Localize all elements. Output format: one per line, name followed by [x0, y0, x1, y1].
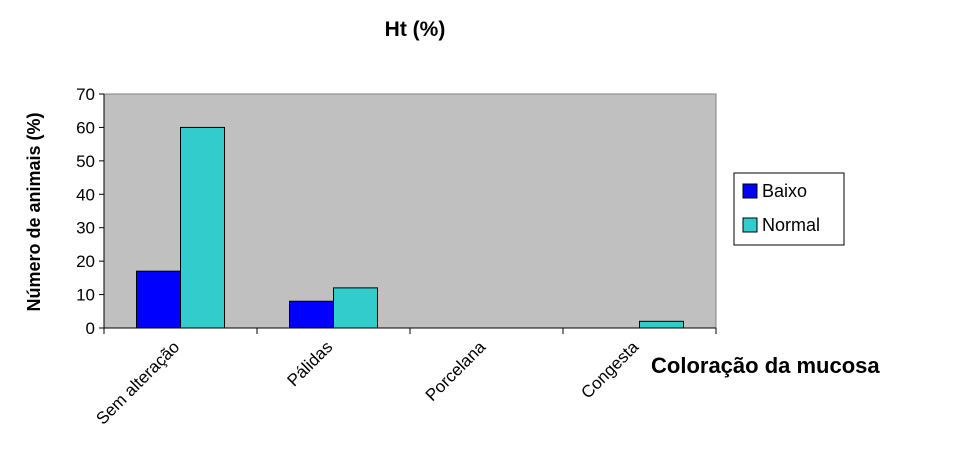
y-tick-label: 30 — [76, 219, 95, 238]
bar-normal-3 — [639, 320, 684, 329]
y-tick-label: 0 — [86, 319, 95, 338]
x-tick-label: Sem alteração — [92, 337, 183, 428]
y-axis: 0 10 20 30 40 50 60 70 — [76, 85, 105, 338]
x-tick-label: Congesta — [577, 337, 642, 402]
x-axis: Sem alteração Pálidas Porcelana Congesta — [92, 327, 717, 428]
y-tick-label: 70 — [76, 85, 95, 104]
x-tick-label: Porcelana — [422, 337, 490, 405]
chart-title: Ht (%) — [385, 18, 446, 41]
y-tick-label: 60 — [76, 118, 95, 137]
bar-baixo-0 — [136, 270, 181, 329]
legend: Baixo Normal — [733, 172, 845, 246]
bar-normal-0 — [180, 126, 225, 329]
x-axis-label: Coloração da mucosa — [651, 353, 880, 378]
legend-swatch-normal — [742, 217, 758, 233]
y-tick-label: 40 — [76, 185, 95, 204]
legend-label-baixo: Baixo — [762, 181, 807, 201]
bar-baixo-1 — [289, 300, 334, 329]
y-tick-label: 50 — [76, 152, 95, 171]
x-tick-label: Pálidas — [283, 337, 336, 390]
bar-normal-1 — [333, 287, 378, 329]
y-tick-label: 10 — [76, 286, 95, 305]
y-axis-label: Número de animais (%) — [24, 112, 44, 311]
bars — [136, 126, 684, 329]
y-tick-label: 20 — [76, 252, 95, 271]
legend-label-normal: Normal — [762, 215, 820, 235]
legend-swatch-baixo — [742, 183, 758, 199]
